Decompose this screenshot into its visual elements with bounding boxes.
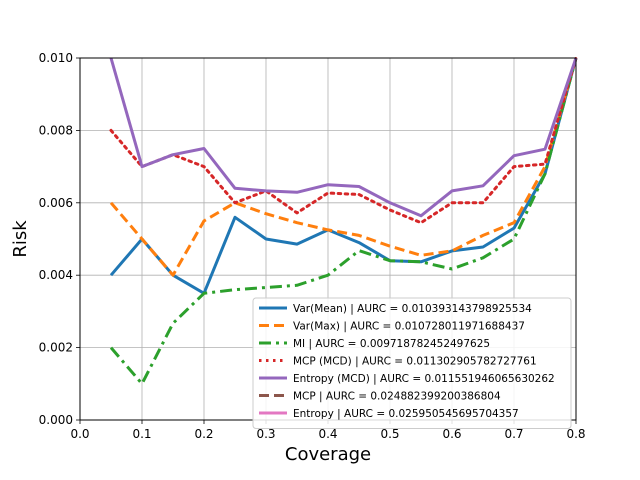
series-line-2 xyxy=(109,57,578,386)
legend-box xyxy=(252,297,572,429)
legend: Var(Mean) | AURC = 0.010393143798925534 V… xyxy=(252,297,572,429)
series-layer xyxy=(109,56,578,386)
y-tick-label: 0.000 xyxy=(39,413,73,427)
y-tick-label: 0.004 xyxy=(39,268,73,282)
x-tick-label: 0.3 xyxy=(256,427,275,441)
legend-label: Var(Max) | AURC = 0.010728011971688437 xyxy=(293,321,525,333)
x-axis-label: Coverage xyxy=(285,444,371,465)
x-tick-label: 0.4 xyxy=(318,427,337,441)
x-tick-label: 0.0 xyxy=(70,427,89,441)
series-line-1 xyxy=(109,57,578,277)
series-line-3 xyxy=(109,56,578,225)
x-tick-label: 0.6 xyxy=(442,427,461,441)
legend-label: Var(Mean) | AURC = 0.010393143798925534 xyxy=(293,303,532,315)
x-tick-label: 0.2 xyxy=(194,427,213,441)
legend-label: MCP (MCD) | AURC = 0.011302905782727761 xyxy=(293,356,537,368)
y-axis-label: Risk xyxy=(10,220,31,258)
x-tick-label: 0.1 xyxy=(132,427,151,441)
legend-label: MCP | AURC = 0.024882399200386804 xyxy=(293,391,501,403)
x-tick-label: 0.8 xyxy=(566,427,585,441)
legend-label: MI | AURC = 0.009718782452497625 xyxy=(293,338,490,350)
legend-label: Entropy (MCD) | AURC = 0.011551946065630… xyxy=(293,373,555,385)
y-tick-label: 0.010 xyxy=(39,51,73,65)
series-line-4 xyxy=(109,57,578,218)
legend-label: Entropy | AURC = 0.025950545695704357 xyxy=(293,408,519,420)
x-tick-label: 0.5 xyxy=(380,427,399,441)
y-tick-label: 0.006 xyxy=(39,196,73,210)
x-tick-label: 0.7 xyxy=(504,427,523,441)
ticks: 0.0 0.1 0.2 0.3 0.4 0.5 0.6 0.7 0.8 0.000 0.002 0.0… xyxy=(39,51,586,441)
series-line-0 xyxy=(109,57,578,295)
y-tick-label: 0.002 xyxy=(39,341,73,355)
y-tick-label: 0.008 xyxy=(39,123,73,137)
